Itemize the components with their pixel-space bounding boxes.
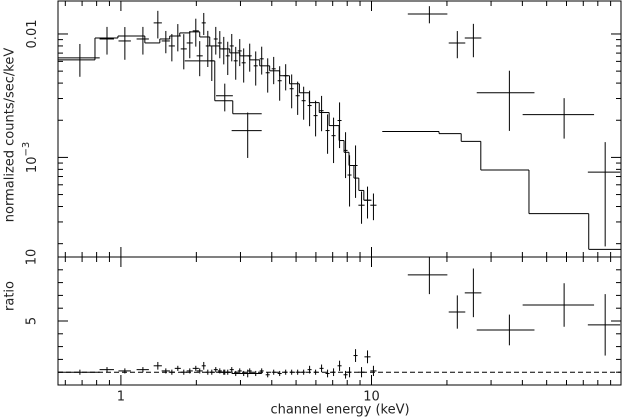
y-axis-label: normalized counts/sec/keV	[3, 48, 18, 223]
y-tick-label: 5	[25, 317, 40, 325]
y-tick-label: 0.01	[25, 20, 40, 49]
ratio-axis-label: ratio	[3, 281, 18, 311]
y-tick-label-base: 0.01	[25, 20, 40, 49]
y-tick-label-base: 10	[25, 157, 40, 174]
x-axis-label: channel energy (keV)	[270, 403, 409, 417]
x-tick-label: 1	[117, 390, 125, 405]
plot-area	[58, 6, 621, 250]
y-tick-label: 10	[25, 249, 40, 266]
y-tick-label: 10−3	[21, 142, 40, 173]
plot-area	[58, 257, 621, 379]
x-tick-label: 10	[363, 390, 380, 405]
y-tick-label-exponent: −3	[21, 142, 32, 157]
